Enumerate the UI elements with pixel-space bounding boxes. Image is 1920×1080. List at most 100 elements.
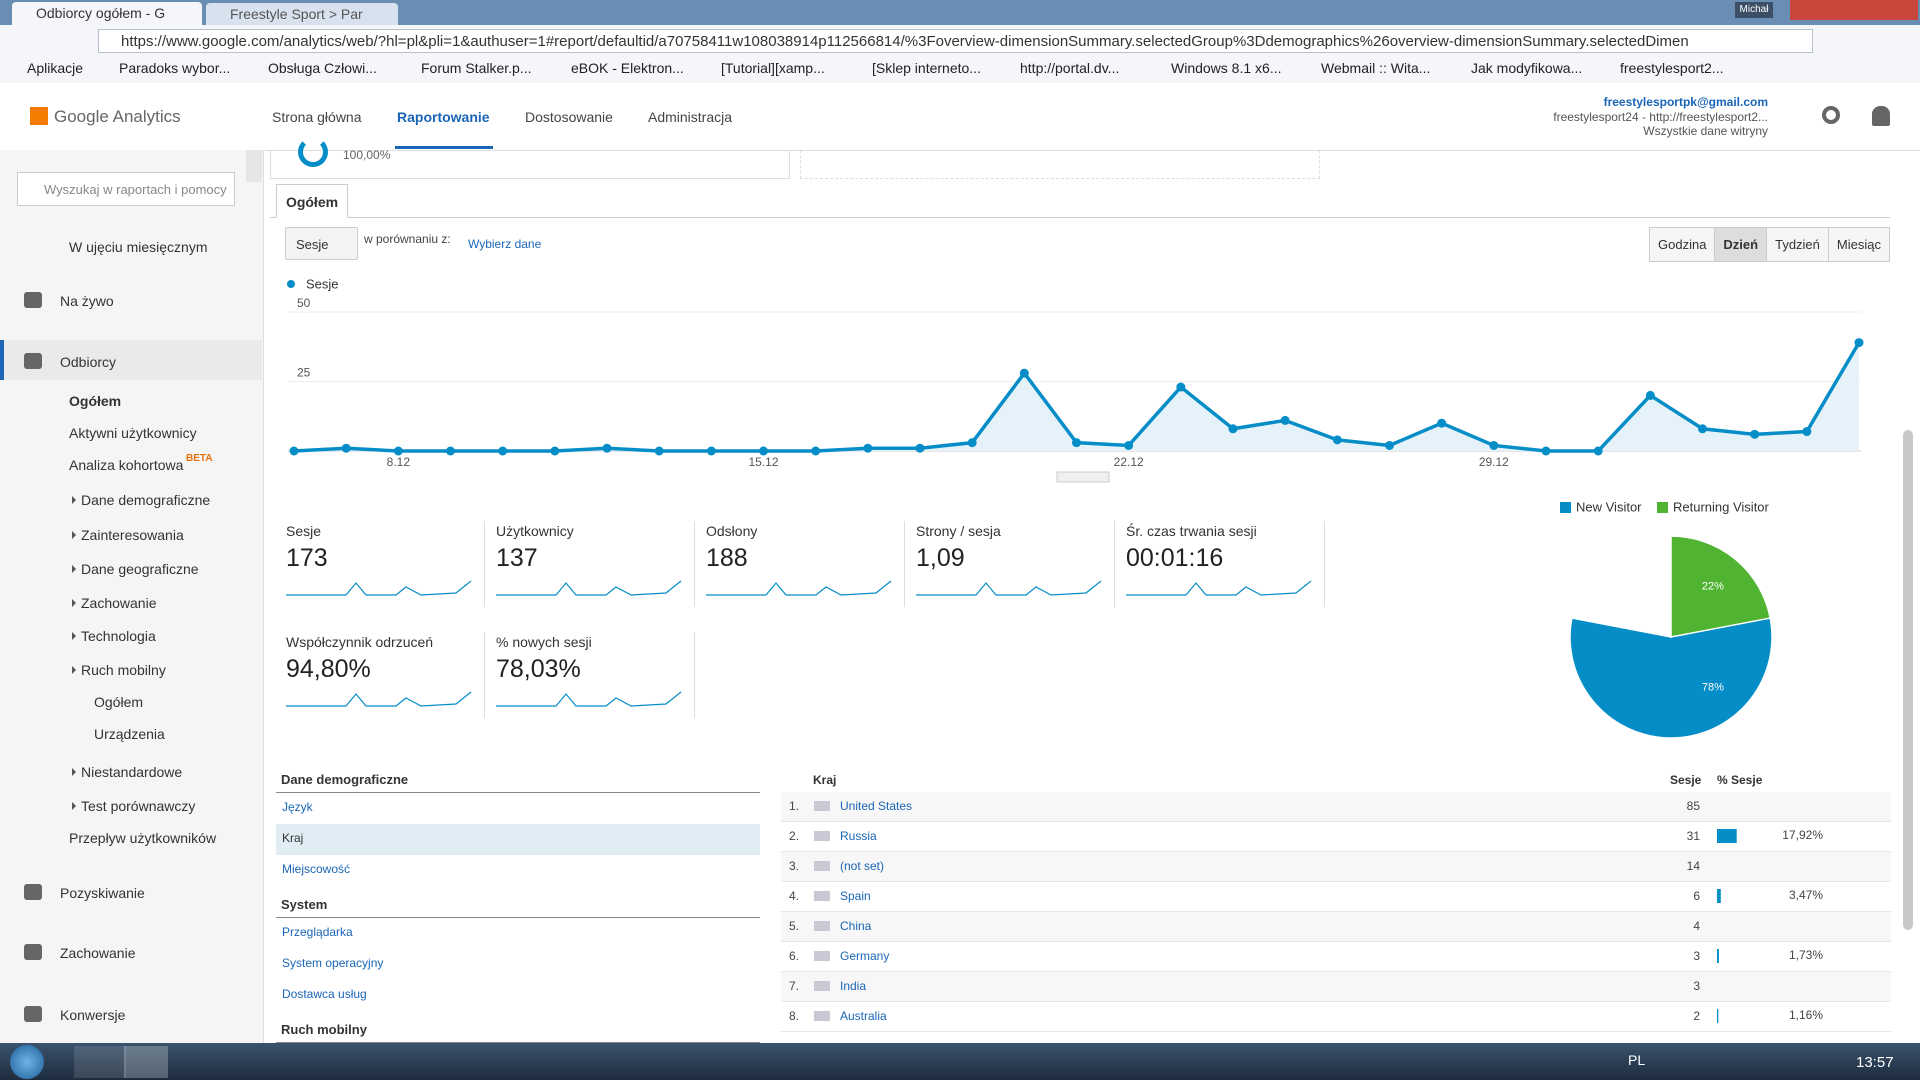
dimension-link[interactable]: Miejscowość [282, 862, 351, 876]
country-link[interactable]: China [840, 919, 872, 933]
dimension-link[interactable]: Przeglądarka [282, 925, 353, 939]
flag [814, 951, 830, 961]
bookmark[interactable]: freestylesport2... [1620, 60, 1724, 76]
group-line [276, 1042, 760, 1043]
profile[interactable]: Michał [1735, 2, 1773, 18]
period-button[interactable]: Miesiąc [1827, 227, 1890, 262]
tab[interactable]: Freestyle Sport > Par [206, 3, 398, 25]
nav-item[interactable]: Raportowanie [397, 109, 490, 125]
sessions: 6 [1693, 889, 1700, 903]
line-area [294, 342, 1859, 451]
period-button[interactable]: Dzień [1714, 227, 1768, 262]
start-button[interactable] [10, 1045, 44, 1079]
clock[interactable]: 13:57 [1856, 1054, 1894, 1071]
settings-icon[interactable] [1822, 106, 1840, 124]
view[interactable]: Wszystkie dane witryny [1643, 124, 1768, 138]
country-link[interactable]: (not set) [840, 859, 885, 873]
search-box[interactable]: Wyszukaj w raportach i pomocy [17, 172, 235, 206]
bookmark[interactable]: eBOK - Elektron... [571, 60, 684, 76]
row-bg [781, 912, 1891, 941]
active-bg [4, 340, 262, 380]
group-line [276, 917, 760, 918]
bookmark[interactable]: Forum Stalker.p... [421, 60, 532, 76]
row-line [781, 941, 1891, 942]
bookmark[interactable]: Paradoks wybor... [119, 60, 231, 76]
chrome-button[interactable] [124, 1046, 168, 1078]
nav-link[interactable]: Dane geograficzne [81, 561, 199, 577]
period-button[interactable]: Tydzień [1766, 227, 1829, 262]
data-point [1385, 440, 1394, 450]
nav-link[interactable]: Zachowanie [81, 595, 157, 611]
bookmark[interactable]: Windows 8.1 x6... [1171, 60, 1282, 76]
logo[interactable]: Google Analytics [54, 107, 181, 126]
nav-link[interactable]: Ogółem [69, 393, 122, 409]
nav-link[interactable]: Na żywo [60, 293, 114, 309]
country-link[interactable]: Russia [840, 829, 877, 843]
nav-icon [24, 353, 42, 369]
nav-link[interactable]: Urządzenia [94, 726, 165, 742]
bookmark[interactable]: Webmail :: Wita... [1321, 60, 1431, 76]
nav-link[interactable]: Test porównawczy [81, 798, 196, 814]
bookmark[interactable]: [Tutorial][xamp... [721, 60, 825, 76]
nav-link[interactable]: Dane demograficzne [81, 492, 211, 508]
nav-link[interactable]: Aktywni użytkownicy [69, 425, 197, 441]
scrollbar[interactable] [1903, 430, 1913, 930]
nav-item[interactable]: Strona główna [272, 109, 362, 125]
data-point [602, 443, 612, 453]
dimension-link[interactable]: System operacyjny [282, 956, 384, 970]
bookmark[interactable]: [Sklep interneto... [872, 60, 981, 76]
nav-link[interactable]: Technologia [81, 628, 156, 644]
period-button[interactable]: Godzina [1649, 227, 1716, 262]
compare-link[interactable]: Wybierz dane [468, 237, 542, 251]
row-line [781, 821, 1891, 822]
nav-link[interactable]: Ogółem [94, 694, 144, 710]
sparkline [286, 580, 472, 596]
data-point [967, 438, 977, 448]
bookmark[interactable]: Obsługa Człowi... [268, 60, 377, 76]
email[interactable]: freestylesportpk@gmail.com [1603, 95, 1768, 109]
language[interactable]: PL [1628, 1052, 1646, 1068]
account[interactable]: freestylesport24 - http://freestylesport… [1553, 110, 1768, 124]
rank: 8. [789, 1009, 800, 1023]
sessions: 3 [1693, 949, 1700, 963]
nav-link[interactable]: Odbiorcy [60, 354, 117, 370]
report-tab[interactable]: Ogółem [276, 184, 348, 218]
bookmark[interactable]: Aplikacje [27, 60, 84, 76]
nav-link[interactable]: Analiza kohortowa [69, 457, 184, 473]
explorer-button[interactable] [74, 1046, 126, 1078]
nav-link[interactable]: Niestandardowe [81, 764, 183, 780]
metric-divider [904, 521, 905, 607]
metric-select[interactable]: Sesje [285, 227, 358, 260]
nav-link[interactable]: Ruch mobilny [81, 662, 166, 678]
nav-link[interactable]: Przepływ użytkowników [69, 830, 217, 846]
row-bg [781, 972, 1891, 1001]
country-link[interactable]: Spain [840, 889, 871, 903]
window-controls[interactable] [1790, 0, 1918, 20]
nav-link[interactable]: W ujęciu miesięcznym [69, 239, 208, 255]
nav-link[interactable]: Pozyskiwanie [60, 885, 145, 901]
collapse-strip [246, 150, 262, 182]
tab[interactable]: Odbiorcy ogółem - G [12, 2, 202, 25]
country-link[interactable]: Germany [840, 949, 890, 963]
bell-icon[interactable] [1872, 106, 1890, 126]
nav-item[interactable]: Administracja [648, 109, 733, 125]
address-bar[interactable]: https://www.google.com/analytics/web/?hl… [98, 29, 1813, 53]
country-link[interactable]: India [840, 979, 867, 993]
country-link[interactable]: United States [840, 799, 913, 813]
dimension-link[interactable]: Język [282, 800, 313, 814]
nav-item[interactable]: Dostosowanie [525, 109, 613, 125]
nav-icon [24, 944, 42, 960]
bookmark[interactable]: http://portal.dv... [1020, 60, 1120, 76]
country-link[interactable]: Australia [840, 1009, 887, 1023]
logo-icon [30, 107, 48, 125]
nav-link[interactable]: Konwersje [60, 1007, 126, 1023]
dimension-link[interactable]: Kraj [282, 831, 304, 845]
taskbar [0, 1043, 1920, 1080]
dimension-link[interactable]: Dostawca usług [282, 987, 367, 1001]
metric-value: 173 [286, 544, 328, 572]
nav-link[interactable]: Zainteresowania [81, 527, 184, 543]
nav-link[interactable]: Zachowanie [60, 945, 136, 961]
data-point [341, 443, 351, 453]
bookmark[interactable]: Jak modyfikowa... [1471, 60, 1583, 76]
percent-label: 1,73% [1789, 948, 1823, 962]
